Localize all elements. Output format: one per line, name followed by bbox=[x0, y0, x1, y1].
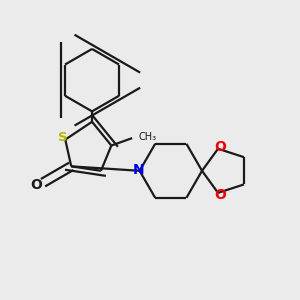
Text: O: O bbox=[214, 188, 226, 202]
Text: O: O bbox=[31, 178, 42, 192]
Text: S: S bbox=[58, 131, 67, 144]
Text: N: N bbox=[133, 163, 145, 177]
Text: CH₃: CH₃ bbox=[139, 132, 157, 142]
Text: O: O bbox=[214, 140, 226, 154]
